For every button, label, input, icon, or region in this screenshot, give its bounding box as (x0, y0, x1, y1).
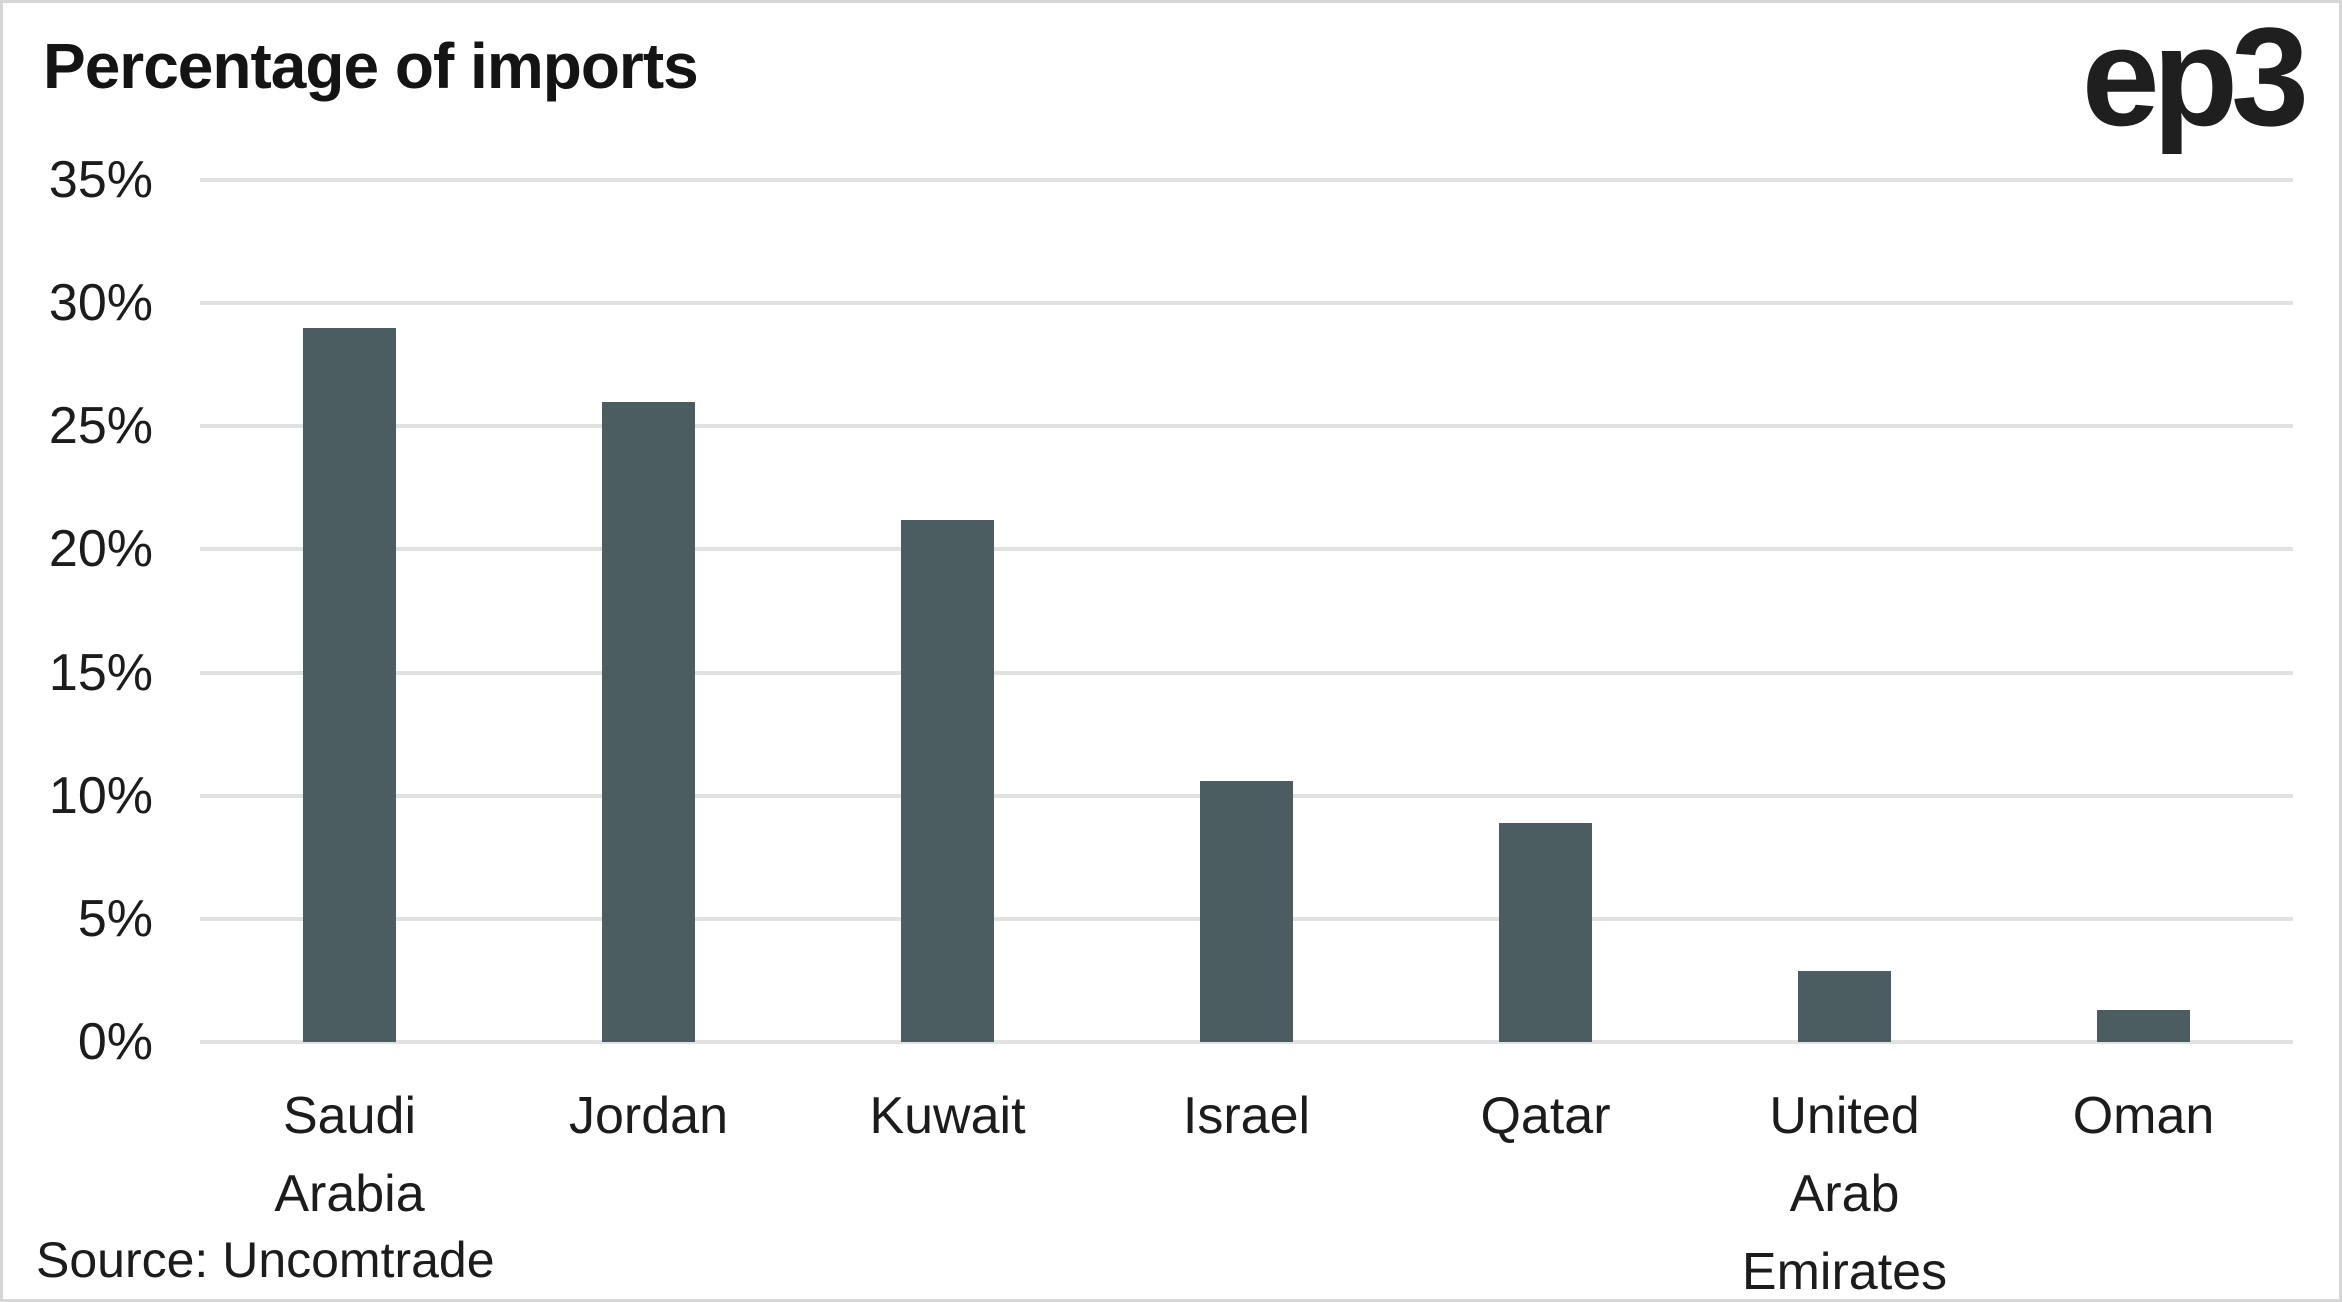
y-axis-tick-label: 15% (48, 643, 153, 702)
y-axis-tick-label: 5% (77, 889, 153, 948)
y-axis-tick-label: 10% (48, 766, 153, 825)
bar-israel (1200, 780, 1293, 1042)
x-axis-label-kuwait: Kuwait (869, 1087, 1026, 1145)
bar-saudi-arabia (303, 327, 396, 1042)
gridline-35pct (200, 178, 2293, 182)
gridline-15pct (200, 670, 2293, 675)
chart-title: Percentage of imports (43, 30, 699, 102)
x-axis-label-israel: Israel (1182, 1087, 1311, 1145)
y-axis-tick-label: 25% (48, 397, 153, 456)
y-axis-tick-label: 30% (48, 274, 153, 333)
x-axis-label-oman: Oman (2072, 1087, 2215, 1145)
y-axis-tick-label: 35% (48, 151, 153, 209)
bar-kuwait (901, 519, 994, 1042)
x-axis-label-saudi-arabia: Saudi Arabia (274, 1087, 425, 1223)
gridline-20pct (200, 547, 2293, 552)
gridline-0pct (200, 1040, 2293, 1044)
x-axis-label-united-arab-emirates: United Arab Emirates (1741, 1087, 1948, 1301)
ep3-logo: ep3 (2081, 0, 2309, 155)
bar-qatar (1499, 822, 1592, 1042)
source-note: Source: Uncomtrade (36, 1232, 495, 1288)
gridline-25pct (200, 424, 2293, 429)
bar-jordan (602, 401, 695, 1042)
x-axis-label-qatar: Qatar (1480, 1087, 1611, 1145)
gridline-30pct (200, 301, 2293, 306)
y-axis-tick-label: 0% (77, 1013, 153, 1071)
x-axis-label-jordan: Jordan (569, 1087, 728, 1145)
bar-united-arab-emirates (1798, 970, 1891, 1042)
y-axis-tick-label: 20% (48, 520, 153, 579)
bar-oman (2097, 1009, 2190, 1042)
